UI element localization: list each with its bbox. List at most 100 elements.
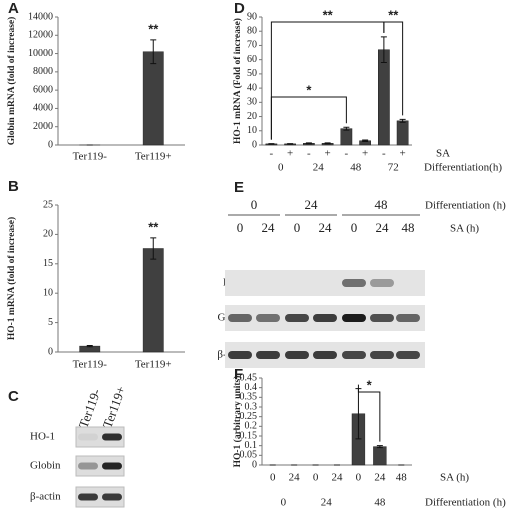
- y-tick-label: 60: [247, 54, 257, 65]
- y-tick-label: 20: [247, 111, 257, 122]
- blot-column: 24: [376, 220, 390, 235]
- blot-group: 0: [251, 197, 258, 212]
- x-tick-label: +: [287, 148, 293, 160]
- x-tick-label: 0: [270, 472, 276, 484]
- error-bar: [150, 237, 157, 260]
- y-tick-label: 0.05: [240, 450, 258, 461]
- x-tick-label: 48: [396, 472, 408, 484]
- error-bar: [362, 139, 369, 142]
- blot-band: [370, 314, 394, 322]
- category-axis-label: SA (h): [440, 472, 469, 484]
- panel-label: C: [8, 388, 19, 405]
- x-tick-label: Ter119+: [135, 151, 172, 163]
- y-tick-label: 6000: [33, 84, 53, 95]
- x-tick-label: -: [270, 148, 274, 160]
- x-tick-label: 24: [289, 472, 301, 484]
- bar: [396, 120, 409, 146]
- category-axis-label: SA: [436, 148, 450, 160]
- blot-band: [78, 462, 98, 470]
- error-bar: [380, 36, 387, 64]
- blot-row: HO-1: [30, 431, 55, 443]
- panel-label: D: [234, 0, 245, 17]
- error-bar: [287, 143, 294, 145]
- error-bar: [376, 445, 383, 449]
- blot-band: [78, 493, 98, 501]
- y-tick-label: 0: [48, 346, 53, 357]
- blot-band: [256, 351, 280, 359]
- blot-column: 48: [402, 220, 415, 235]
- y-tick-label: 30: [247, 97, 257, 108]
- group-label: 72: [388, 162, 399, 174]
- x-tick-label: -: [345, 148, 349, 160]
- panel-label: B: [8, 178, 19, 195]
- y-tick-label: 0.2: [245, 421, 258, 432]
- y-tick-label: 0.35: [240, 392, 258, 403]
- bar: [340, 128, 353, 146]
- blot-column: 24: [319, 220, 333, 235]
- y-tick-label: 0: [252, 459, 257, 470]
- blot-band: [313, 351, 337, 359]
- y-tick-label: 4000: [33, 103, 53, 114]
- blot-band: [78, 433, 98, 441]
- x-tick-label: 0: [356, 472, 362, 484]
- x-tick-label: 24: [374, 472, 386, 484]
- x-tick-label: Ter119+: [135, 359, 172, 371]
- bracket: [270, 21, 385, 140]
- x-tick-label: +: [400, 148, 406, 160]
- significance: **: [148, 21, 159, 36]
- y-tick-label: 25: [43, 199, 53, 210]
- bracket: [357, 384, 381, 442]
- blot-strip: [75, 426, 125, 448]
- x-tick-label: -: [307, 148, 311, 160]
- blot-band: [256, 314, 280, 322]
- x-tick-label: Ter119-: [73, 151, 108, 163]
- blot-band: [102, 433, 122, 441]
- blot-band: [102, 462, 122, 470]
- y-axis-label: Globin mRNA (fold of increase): [6, 17, 17, 146]
- blot-band: [102, 493, 122, 501]
- error-bar: [324, 142, 331, 145]
- blot-band: [285, 351, 309, 359]
- bracket: [270, 96, 347, 140]
- blot-column-label: SA (h): [450, 223, 479, 235]
- significance: **: [148, 219, 159, 234]
- x-tick-label: -: [382, 148, 386, 160]
- panel-label: A: [8, 0, 19, 17]
- blot-strip: [75, 486, 125, 508]
- x-tick-label: Ter119-: [73, 359, 108, 371]
- group-label: 48: [350, 162, 362, 174]
- significance: *: [367, 377, 373, 392]
- x-tick-label: 24: [332, 472, 344, 484]
- bar: [373, 446, 387, 466]
- y-tick-label: 70: [247, 40, 257, 51]
- y-tick-label: 10000: [28, 48, 53, 59]
- group-axis-label: Differentiation(h): [424, 162, 502, 174]
- error-bar: [399, 118, 406, 123]
- y-tick-label: 14000: [28, 11, 53, 22]
- y-tick-label: 12000: [28, 30, 53, 41]
- blot-band: [396, 351, 420, 359]
- blot-group: 48: [375, 197, 388, 212]
- x-tick-label: +: [362, 148, 368, 160]
- y-tick-label: 0.3: [245, 401, 258, 412]
- significance: **: [388, 7, 399, 22]
- y-tick-label: 8000: [33, 66, 53, 77]
- y-tick-label: 0: [252, 139, 257, 150]
- significance: **: [323, 7, 334, 22]
- y-tick-label: 0.4: [245, 382, 258, 393]
- group-axis-label: Differentiation (h): [425, 497, 506, 509]
- blot-band: [285, 314, 309, 322]
- group-label: 0: [278, 162, 284, 174]
- panel-label: F: [234, 366, 243, 383]
- group-label: 24: [313, 162, 325, 174]
- y-tick-label: 90: [247, 11, 257, 22]
- blot-group: 24: [305, 197, 319, 212]
- blot-strip: [225, 270, 425, 296]
- blot-band: [228, 314, 252, 322]
- blot-row: β-actin: [30, 491, 61, 503]
- bar: [378, 49, 390, 146]
- group-label: 24: [321, 497, 333, 509]
- y-tick-label: 15: [43, 258, 53, 269]
- blot-column: 24: [262, 220, 276, 235]
